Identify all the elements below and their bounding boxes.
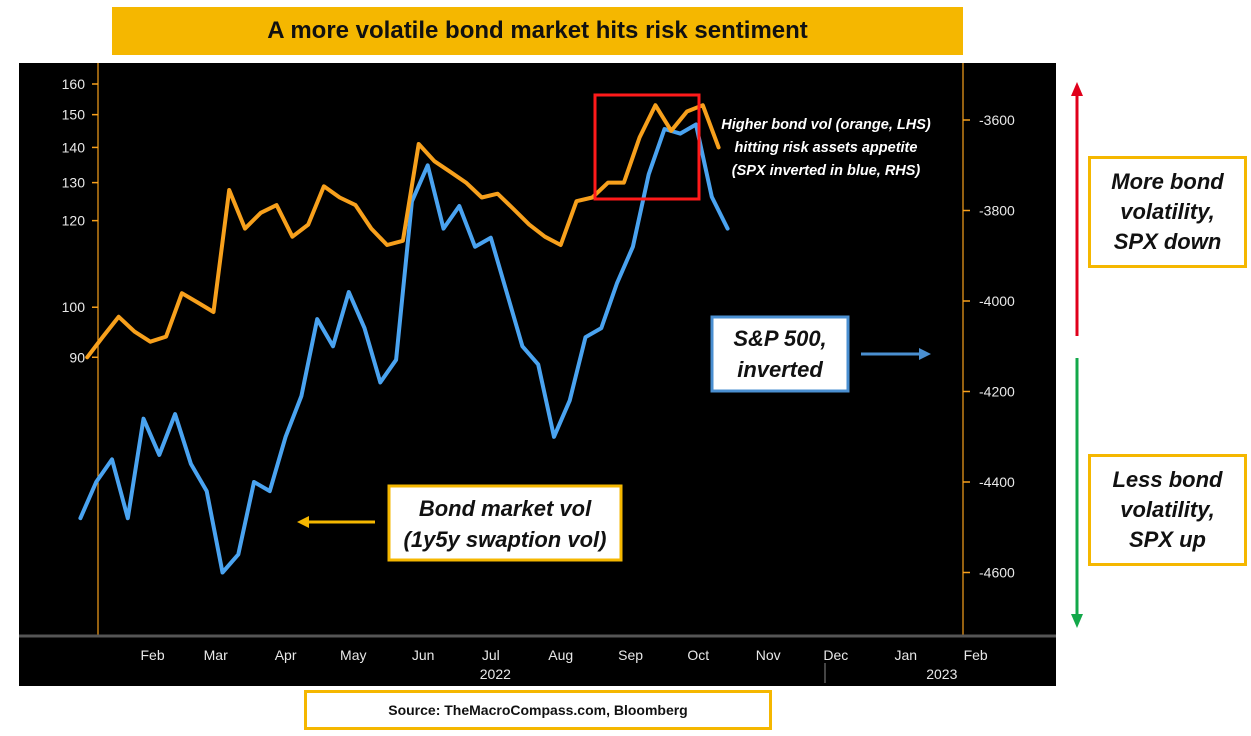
- bond-arrow-head: [297, 516, 309, 528]
- spx-inverted-series-line: [78, 122, 730, 575]
- left-tick-label: 160: [62, 76, 86, 92]
- less-volatility-box: Less bond volatility, SPX up: [1088, 454, 1247, 566]
- year-label: 2023: [926, 666, 957, 682]
- highlight-note-line-2: hitting risk assets appetite: [735, 140, 918, 156]
- more-volatility-line-3: SPX down: [1113, 229, 1222, 254]
- right-tick-label: -4400: [979, 474, 1015, 490]
- chart-title: A more volatile bond market hits risk se…: [112, 7, 963, 55]
- year-label: 2022: [480, 666, 511, 682]
- left-tick-label: 130: [62, 175, 86, 191]
- highlight-box: [593, 93, 701, 201]
- less-volatility-line-2: volatility,: [1120, 497, 1215, 522]
- right-tick-label: -3800: [979, 203, 1015, 219]
- highlight-note-line-3: (SPX inverted in blue, RHS): [732, 163, 921, 179]
- spx-arrow-head: [919, 348, 931, 360]
- left-tick-label: 120: [62, 213, 86, 229]
- x-tick-label: Oct: [687, 647, 709, 663]
- left-tick-label: 90: [69, 349, 85, 365]
- axes-group: 160 150 140 130 120 100 90 -3600 -3800 -4000 -4200…: [62, 76, 1015, 682]
- less-volatility-line-1: Less bond: [1112, 467, 1223, 492]
- bond-label-line-1: Bond market vol: [419, 496, 592, 521]
- x-tick-label: Apr: [275, 647, 297, 663]
- x-tick-label: Aug: [548, 647, 573, 663]
- more-volatility-line-2: volatility,: [1120, 199, 1215, 224]
- spx-label-box: [710, 315, 850, 393]
- x-tick-label: Jun: [412, 647, 435, 663]
- left-tick-label: 140: [62, 139, 86, 155]
- bond-label-box: [387, 484, 623, 562]
- x-tick-label: Nov: [756, 647, 781, 663]
- spx-label-line-2: inverted: [737, 357, 823, 382]
- x-tick-label: Jan: [894, 647, 917, 663]
- x-tick-label: Jul: [482, 647, 500, 663]
- right-tick-label: -4600: [979, 565, 1015, 581]
- right-tick-label: -3600: [979, 112, 1015, 128]
- spx-label-line-1: S&P 500,: [733, 326, 826, 351]
- bond-vol-series-line: [85, 103, 721, 360]
- chart-svg: 160 150 140 130 120 100 90 -3600 -3800 -4000 -4200…: [19, 63, 1056, 683]
- bond-label-line-2: (1y5y swaption vol): [404, 527, 607, 552]
- right-tick-label: -4000: [979, 293, 1015, 309]
- up-arrow-head: [1071, 82, 1083, 96]
- left-tick-label: 150: [62, 107, 86, 123]
- x-tick-label: Feb: [964, 647, 988, 663]
- x-tick-label: Dec: [823, 647, 848, 663]
- x-tick-label: May: [340, 647, 366, 663]
- source-caption: Source: TheMacroCompass.com, Bloomberg: [304, 690, 772, 730]
- x-tick-label: Sep: [618, 647, 643, 663]
- chart-panel: 160 150 140 130 120 100 90 -3600 -3800 -4000 -4200…: [19, 63, 1056, 686]
- series-group: [78, 103, 730, 575]
- x-tick-label: Feb: [141, 647, 165, 663]
- side-arrows: [1071, 82, 1083, 628]
- down-arrow-head: [1071, 614, 1083, 628]
- x-tick-label: Mar: [204, 647, 228, 663]
- right-tick-label: -4200: [979, 384, 1015, 400]
- less-volatility-line-3: SPX up: [1128, 527, 1206, 552]
- left-tick-label: 100: [62, 299, 86, 315]
- highlight-note-line-1: Higher bond vol (orange, LHS): [721, 117, 931, 133]
- more-volatility-line-1: More bond: [1111, 169, 1224, 194]
- more-volatility-box: More bond volatility, SPX down: [1088, 156, 1247, 268]
